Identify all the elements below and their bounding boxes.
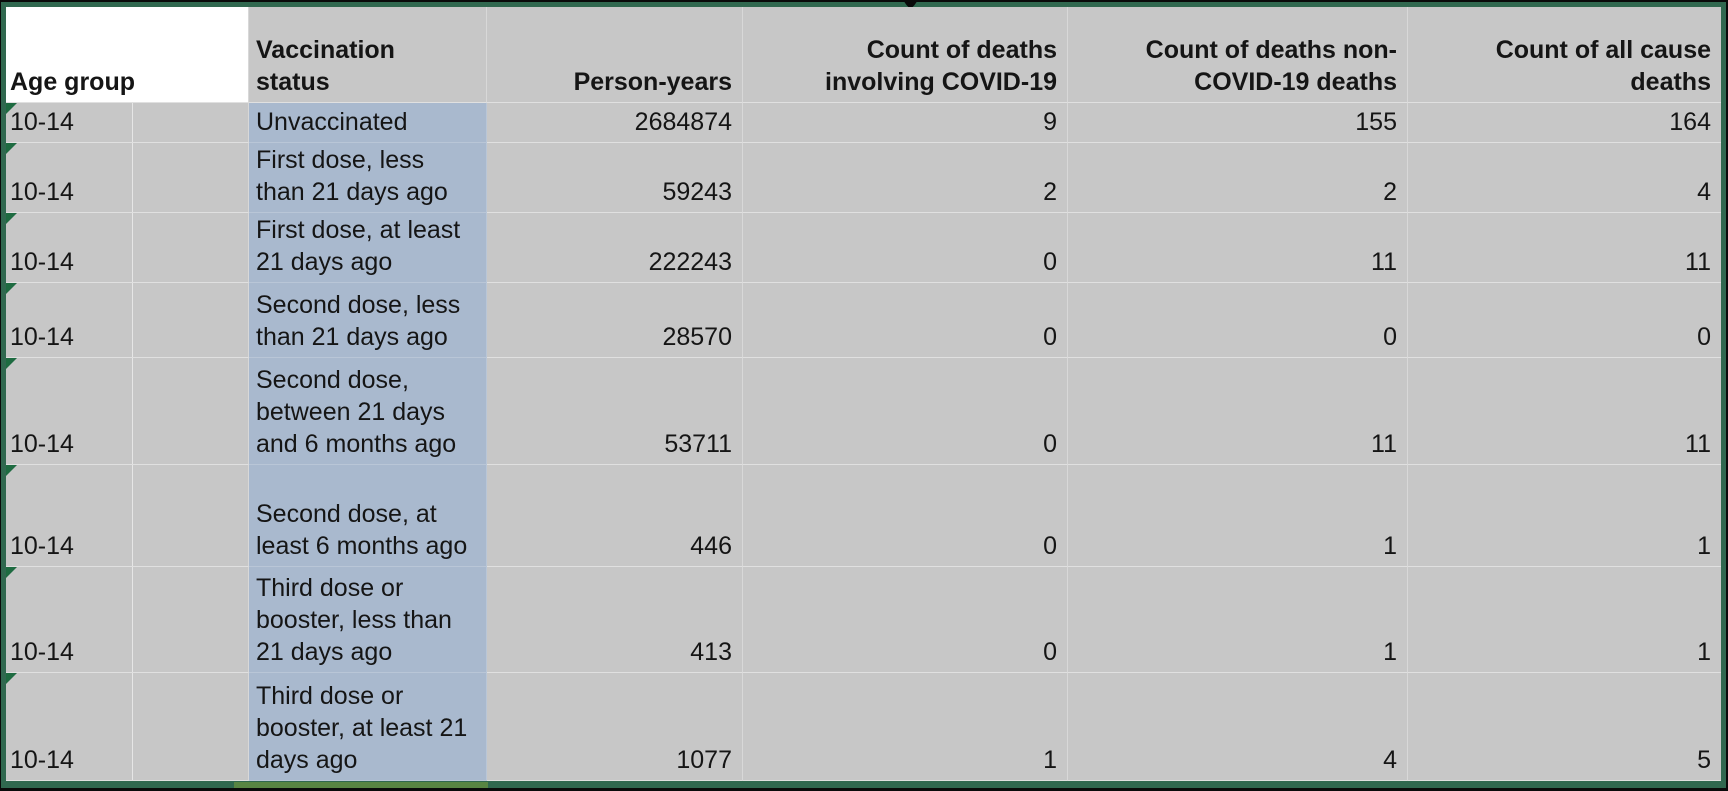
header-vaccination-status[interactable]: Vaccination status: [249, 7, 487, 103]
age-group-value: 10-14: [10, 638, 74, 666]
cell-covid-deaths[interactable]: 0: [743, 465, 1068, 567]
cell-age-group[interactable]: 10-14: [6, 143, 249, 213]
cell-vaccination-status[interactable]: Third dose or booster, at least 21 days …: [249, 673, 487, 781]
age-group-value: 10-14: [10, 323, 74, 351]
table-row: 10-14 Third dose or booster, at least 21…: [6, 673, 1721, 781]
cell-person-years[interactable]: 413: [487, 567, 743, 673]
cell-covid-deaths[interactable]: 9: [743, 103, 1068, 143]
cell-vaccination-status[interactable]: Third dose or booster, less than 21 days…: [249, 567, 487, 673]
cell-vaccination-status[interactable]: Second dose, at least 6 months ago: [249, 465, 487, 567]
error-indicator-icon: [6, 143, 17, 154]
cell-vaccination-status[interactable]: Unvaccinated: [249, 103, 487, 143]
cell-covid-deaths[interactable]: 2: [743, 143, 1068, 213]
cell-age-group[interactable]: 10-14: [6, 103, 249, 143]
cell-all-cause-deaths[interactable]: 11: [1408, 213, 1721, 283]
table-row: 10-14 Third dose or booster, less than 2…: [6, 567, 1721, 673]
cell-all-cause-deaths[interactable]: 164: [1408, 103, 1721, 143]
cell-non-covid-deaths[interactable]: 4: [1068, 673, 1408, 781]
age-group-value: 10-14: [10, 108, 74, 136]
error-indicator-icon: [6, 567, 17, 578]
cell-non-covid-deaths[interactable]: 0: [1068, 283, 1408, 358]
age-group-value: 10-14: [10, 178, 74, 206]
sheet-area: Age group Vaccination status Person-year…: [6, 7, 1721, 781]
table-header-row: Age group Vaccination status Person-year…: [6, 7, 1721, 103]
cell-age-group[interactable]: 10-14: [6, 673, 249, 781]
error-indicator-icon: [6, 283, 17, 294]
table-row: 10-14 First dose, less than 21 days ago …: [6, 143, 1721, 213]
table-row: 10-14 Second dose, at least 6 months ago…: [6, 465, 1721, 567]
table-row: 10-14 Second dose, less than 21 days ago…: [6, 283, 1721, 358]
cell-vaccination-status[interactable]: Second dose, between 21 days and 6 month…: [249, 358, 487, 465]
error-indicator-icon: [6, 358, 17, 369]
cell-all-cause-deaths[interactable]: 1: [1408, 567, 1721, 673]
cell-person-years[interactable]: 1077: [487, 673, 743, 781]
cell-all-cause-deaths[interactable]: 11: [1408, 358, 1721, 465]
cell-person-years[interactable]: 222243: [487, 213, 743, 283]
table-row: 10-14 Unvaccinated 2684874 9 155 164: [6, 103, 1721, 143]
cell-covid-deaths[interactable]: 0: [743, 283, 1068, 358]
cell-age-group[interactable]: 10-14: [6, 283, 249, 358]
table-body: 10-14 Unvaccinated 2684874 9 155 164 10-…: [6, 103, 1721, 781]
header-age-group[interactable]: Age group: [6, 7, 249, 103]
table-row: 10-14 First dose, at least 21 days ago 2…: [6, 213, 1721, 283]
cell-non-covid-deaths[interactable]: 1: [1068, 567, 1408, 673]
header-covid-deaths[interactable]: Count of deaths involving COVID-19: [743, 7, 1068, 103]
window-border-highlight: [234, 782, 488, 788]
cell-age-group[interactable]: 10-14: [6, 358, 249, 465]
cell-covid-deaths[interactable]: 0: [743, 213, 1068, 283]
cell-age-group[interactable]: 10-14: [6, 567, 249, 673]
cell-all-cause-deaths[interactable]: 1: [1408, 465, 1721, 567]
cell-age-group[interactable]: 10-14: [6, 213, 249, 283]
header-person-years[interactable]: Person-years: [487, 7, 743, 103]
cell-vaccination-status[interactable]: Second dose, less than 21 days ago: [249, 283, 487, 358]
header-non-covid-deaths[interactable]: Count of deaths non- COVID-19 deaths: [1068, 7, 1408, 103]
age-group-value: 10-14: [10, 746, 74, 774]
error-indicator-icon: [6, 673, 17, 684]
cell-vaccination-status[interactable]: First dose, at least 21 days ago: [249, 213, 487, 283]
table-row: 10-14 Second dose, between 21 days and 6…: [6, 358, 1721, 465]
cell-non-covid-deaths[interactable]: 2: [1068, 143, 1408, 213]
cell-age-group[interactable]: 10-14: [6, 465, 249, 567]
cell-covid-deaths[interactable]: 0: [743, 567, 1068, 673]
error-indicator-icon: [6, 103, 17, 114]
cell-all-cause-deaths[interactable]: 4: [1408, 143, 1721, 213]
cell-non-covid-deaths[interactable]: 11: [1068, 213, 1408, 283]
error-indicator-icon: [6, 465, 17, 476]
error-indicator-icon: [6, 213, 17, 224]
cell-all-cause-deaths[interactable]: 5: [1408, 673, 1721, 781]
age-group-value: 10-14: [10, 532, 74, 560]
age-group-value: 10-14: [10, 248, 74, 276]
cell-covid-deaths[interactable]: 1: [743, 673, 1068, 781]
cell-person-years[interactable]: 59243: [487, 143, 743, 213]
cell-all-cause-deaths[interactable]: 0: [1408, 283, 1721, 358]
age-group-value: 10-14: [10, 430, 74, 458]
header-all-cause-deaths[interactable]: Count of all cause deaths: [1408, 7, 1721, 103]
cropped-text-artifact: [903, 0, 918, 9]
cell-person-years[interactable]: 53711: [487, 358, 743, 465]
cell-vaccination-status[interactable]: First dose, less than 21 days ago: [249, 143, 487, 213]
cell-non-covid-deaths[interactable]: 11: [1068, 358, 1408, 465]
cell-non-covid-deaths[interactable]: 1: [1068, 465, 1408, 567]
cell-person-years[interactable]: 446: [487, 465, 743, 567]
cell-non-covid-deaths[interactable]: 155: [1068, 103, 1408, 143]
cell-person-years[interactable]: 28570: [487, 283, 743, 358]
cell-person-years[interactable]: 2684874: [487, 103, 743, 143]
cell-covid-deaths[interactable]: 0: [743, 358, 1068, 465]
